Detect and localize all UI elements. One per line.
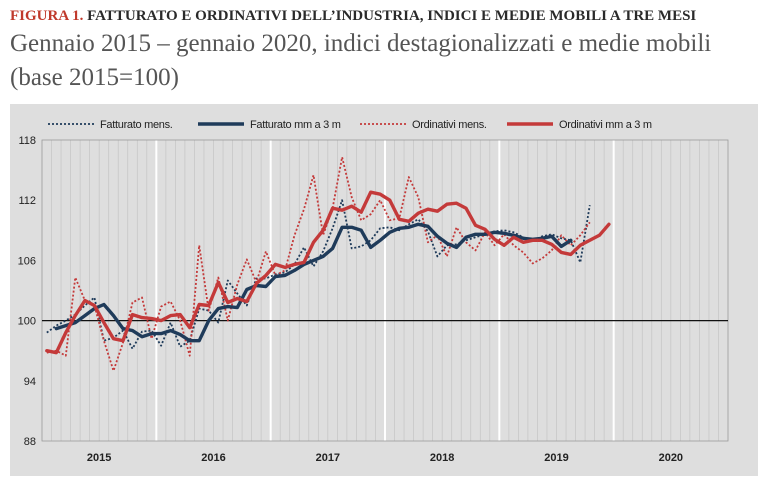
x-tick-label: 2019 <box>544 452 568 464</box>
x-tick-label: 2018 <box>430 452 454 464</box>
legend-label-ordinativi-mm-a-3-m: Ordinativi mm a 3 m <box>559 119 652 131</box>
figure-title-line: FIGURA 1. FATTURATO E ORDINATIVI DELL’IN… <box>10 8 760 25</box>
x-tick-label: 2020 <box>659 452 683 464</box>
figure-subtitle-line-1: Gennaio 2015 – gennaio 2020, indici dest… <box>10 30 712 57</box>
series-line-ordinativi-mens <box>46 156 591 372</box>
y-tick-label: 94 <box>24 376 36 388</box>
figure-title: FATTURATO E ORDINATIVI DELL’INDUSTRIA, I… <box>87 8 697 24</box>
figure-header: FIGURA 1. FATTURATO E ORDINATIVI DELL’IN… <box>10 8 760 93</box>
x-tick-label: 2016 <box>201 452 225 464</box>
legend: Fatturato mens. Fatturato mm a 3 m Ordinat… <box>48 119 652 131</box>
x-tick-label: 2015 <box>87 452 111 464</box>
y-tick-label: 112 <box>18 195 36 207</box>
legend-label-fatturato-mm-a-3-m: Fatturato mm a 3 m <box>250 119 341 131</box>
figure-subtitle-line-2: (base 2015=100) <box>10 64 179 91</box>
chart-panel: 88 94 100 106 112 118 2015 2016 2017 2018 2019 2020… <box>10 104 758 476</box>
y-tick-label: 88 <box>24 436 36 448</box>
y-tick-label: 118 <box>18 135 36 147</box>
line-chart: 88 94 100 106 112 118 2015 2016 2017 2018 2019 2020… <box>18 119 729 464</box>
axes: 88 94 100 106 112 118 2015 2016 2017 2018 2019 2020 <box>18 135 728 464</box>
plot-frame <box>41 139 729 442</box>
y-tick-label: 106 <box>18 255 36 267</box>
series <box>45 156 611 372</box>
legend-label-ordinativi-mens: Ordinativi mens. <box>412 119 487 131</box>
series-line-ordinativi-mm-a-3-m <box>45 190 611 355</box>
y-tick-label: 100 <box>18 316 36 328</box>
x-tick-label: 2017 <box>316 452 340 464</box>
figure-label: FIGURA 1. <box>10 8 84 24</box>
series-line-fatturato-mm-a-3-m <box>54 222 573 343</box>
legend-label-fatturato-mens: Fatturato mens. <box>100 119 173 131</box>
grid <box>41 139 729 442</box>
